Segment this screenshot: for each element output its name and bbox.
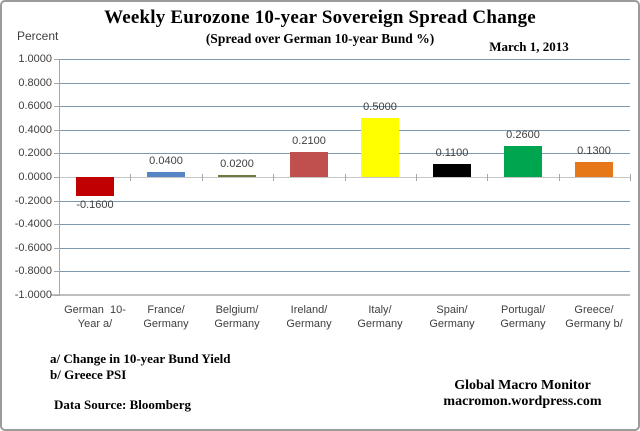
bar-7 bbox=[575, 162, 613, 177]
bar-0 bbox=[76, 177, 114, 196]
category-label-line: Greece/ bbox=[574, 304, 614, 316]
y-axis-tick bbox=[54, 106, 59, 107]
category-label-line: Spain/ bbox=[436, 304, 468, 316]
y-axis-tick-label: 0.4000 bbox=[18, 124, 52, 136]
category-label: France/Germany bbox=[130, 303, 202, 331]
gridline bbox=[59, 130, 630, 131]
category-label: Ireland/Germany bbox=[273, 303, 345, 331]
y-axis-tick-label: -0.2000 bbox=[14, 195, 52, 207]
category-label: Greece/Germany b/ bbox=[558, 303, 630, 331]
gridline bbox=[59, 59, 630, 60]
category-label-line: France/ bbox=[147, 304, 185, 316]
category-label: Italy/Germany bbox=[344, 303, 416, 331]
x-axis-tick bbox=[202, 174, 203, 181]
y-axis-tick bbox=[54, 248, 59, 249]
gridline bbox=[59, 153, 630, 154]
category-label-line: Germany bbox=[357, 318, 403, 330]
bar-value-label: 0.1300 bbox=[577, 145, 611, 157]
y-axis-tick bbox=[54, 59, 59, 60]
category-label-line: Ireland/ bbox=[290, 304, 328, 316]
y-axis-tick-label: 0.2000 bbox=[18, 147, 52, 159]
x-axis-tick bbox=[273, 174, 274, 181]
y-axis-tick bbox=[54, 295, 59, 296]
category-label: Spain/Germany bbox=[416, 303, 488, 331]
category-label-line: Italy/ bbox=[368, 304, 392, 316]
x-axis-bottom-line bbox=[51, 294, 630, 296]
y-axis-tick-label: 0.8000 bbox=[18, 77, 52, 89]
y-axis-tick-label: -1.0000 bbox=[14, 289, 52, 301]
y-axis-tick bbox=[54, 177, 59, 178]
x-axis-tick bbox=[487, 174, 488, 181]
category-label: Portugal/Germany bbox=[487, 303, 559, 331]
y-axis-tick-label: -0.6000 bbox=[14, 242, 52, 254]
y-axis-unit-label: Percent bbox=[17, 29, 59, 43]
gridline bbox=[59, 201, 630, 202]
data-source-label: Data Source: Bloomberg bbox=[54, 397, 191, 412]
branding-url: macromon.wordpress.com bbox=[443, 394, 602, 409]
footnote-a: a/ Change in 10-year Bund Yield bbox=[50, 351, 231, 366]
category-label-line: Germany bbox=[286, 318, 332, 330]
bar-1 bbox=[147, 172, 185, 177]
category-label-line: Belgium/ bbox=[215, 304, 259, 316]
bar-value-label: 0.0200 bbox=[220, 158, 254, 170]
x-axis-tick bbox=[630, 174, 631, 181]
category-label-line: Germany bbox=[214, 318, 260, 330]
chart-date-label: March 1, 2013 bbox=[489, 39, 569, 54]
y-axis-tick-label: 1.0000 bbox=[18, 53, 52, 65]
bar-3 bbox=[290, 152, 328, 177]
y-axis-tick-label: 0.6000 bbox=[18, 100, 52, 112]
category-label-line: Year a/ bbox=[77, 318, 113, 330]
gridline bbox=[59, 106, 630, 107]
chart-subtitle: (Spread over German 10-year Bund %) bbox=[205, 31, 435, 46]
bar-value-label: 0.1100 bbox=[435, 147, 469, 159]
gridline bbox=[59, 224, 630, 225]
y-axis-tick bbox=[54, 271, 59, 272]
y-axis-tick bbox=[54, 130, 59, 131]
x-axis-tick bbox=[416, 174, 417, 181]
gridline bbox=[59, 248, 630, 249]
chart-title: Weekly Eurozone 10-year Sovereign Spread… bbox=[104, 7, 536, 28]
branding-block: Global Macro Monitor macromon.wordpress.… bbox=[420, 378, 625, 410]
category-label: Belgium/Germany bbox=[201, 303, 273, 331]
bar-5 bbox=[433, 164, 471, 177]
category-label-line: Portugal/ bbox=[500, 304, 546, 316]
bar-4 bbox=[361, 118, 399, 177]
y-axis-tick-label: -0.4000 bbox=[14, 218, 52, 230]
bar-6 bbox=[504, 146, 542, 177]
bar-2 bbox=[218, 175, 256, 177]
x-axis-tick bbox=[130, 174, 131, 181]
gridline bbox=[59, 271, 630, 272]
y-axis-tick bbox=[54, 201, 59, 202]
bar-value-label: -0.1600 bbox=[76, 199, 114, 211]
footnote-b: b/ Greece PSI bbox=[50, 367, 127, 382]
branding-name: Global Macro Monitor bbox=[454, 378, 591, 393]
y-axis-tick-label: -0.8000 bbox=[14, 265, 52, 277]
y-axis-tick-label: 0.0000 bbox=[18, 171, 52, 183]
y-axis-tick bbox=[54, 224, 59, 225]
y-axis-tick bbox=[54, 153, 59, 154]
y-axis-tick bbox=[54, 83, 59, 84]
category-label-line: Germany b/ bbox=[565, 318, 623, 330]
bar-value-label: 0.2100 bbox=[292, 135, 326, 147]
zero-axis-line bbox=[59, 177, 630, 178]
x-axis-tick bbox=[559, 174, 560, 181]
bar-value-label: 0.5000 bbox=[363, 101, 397, 113]
bar-value-label: 0.2600 bbox=[506, 129, 540, 141]
gridline bbox=[59, 83, 630, 84]
category-label-line: Germany bbox=[143, 318, 189, 330]
category-label-line: German 10- bbox=[64, 304, 126, 316]
bar-value-label: 0.0400 bbox=[149, 155, 183, 167]
category-label-line: Germany bbox=[500, 318, 546, 330]
category-label: German 10- Year a/ bbox=[59, 303, 131, 331]
x-axis-tick bbox=[345, 174, 346, 181]
x-axis-tick bbox=[59, 174, 60, 181]
category-label-line: Germany bbox=[429, 318, 475, 330]
